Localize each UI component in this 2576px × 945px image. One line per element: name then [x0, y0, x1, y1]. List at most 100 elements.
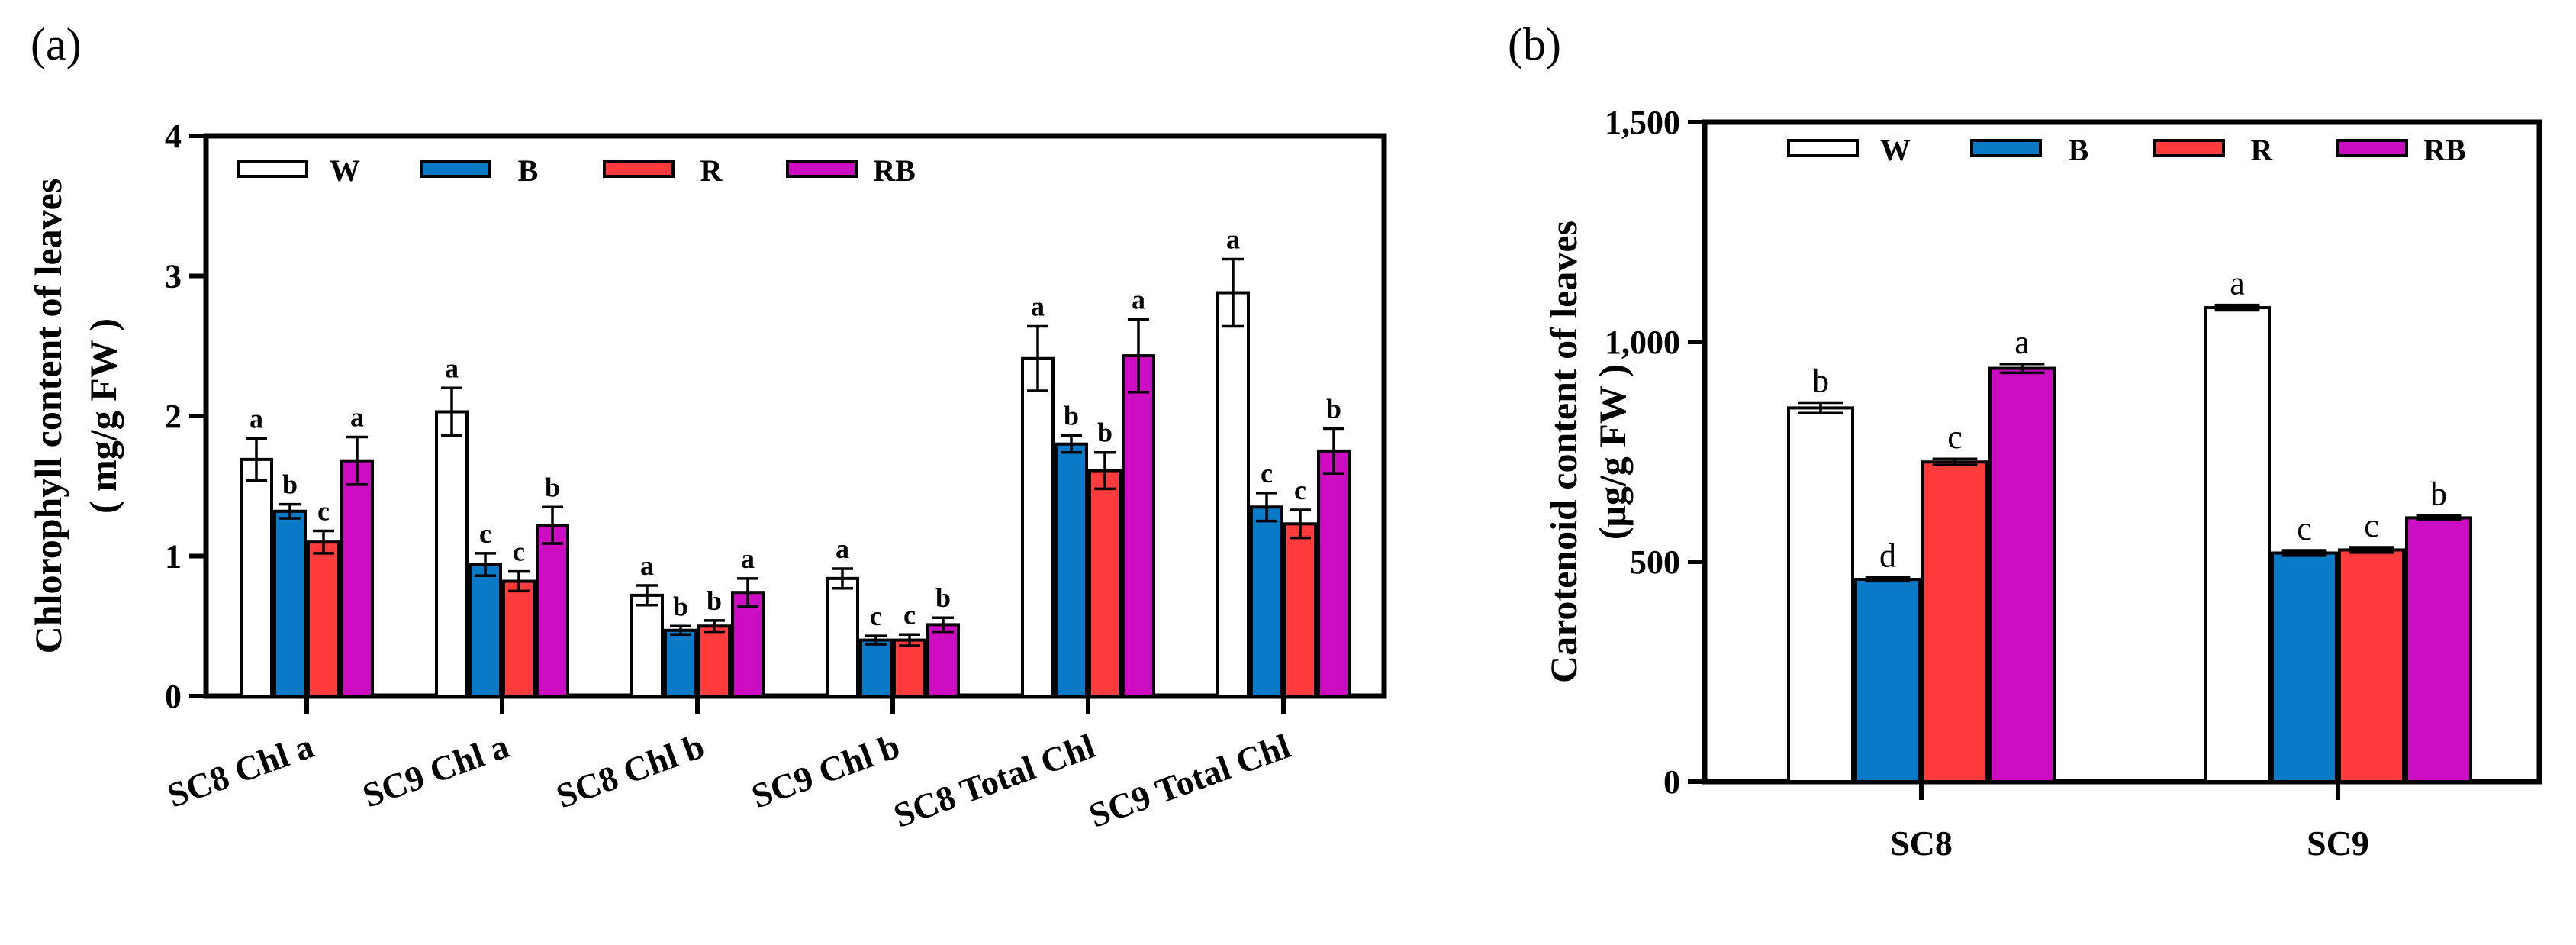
panel-b-legend-label-B: B — [2069, 133, 2089, 167]
panel-a-ylabel: Chlorophyll content of leaves — [27, 179, 69, 654]
panel-a-significance-letter: c — [1294, 475, 1306, 505]
panel-b-significance-letter: d — [1879, 537, 1896, 575]
panel-b-significance-letter: a — [2014, 324, 2030, 361]
panel-a-bar-B — [1055, 442, 1088, 698]
panel-b-legend-swatch-R — [2153, 139, 2225, 157]
panel-a-significance-letter: c — [870, 601, 882, 631]
panel-a-bar-W — [435, 410, 469, 698]
panel-a-bar-R — [893, 638, 926, 698]
panel-a-category-label: SC9 Chl a — [358, 726, 514, 814]
panel-a-significance-letter: a — [1226, 224, 1240, 254]
panel-a-ylabel-unit: ( mg/g FW ) — [82, 318, 124, 514]
panel-a-bar-W — [630, 593, 664, 698]
panel-b-ytick-label: 1,000 — [1605, 324, 1680, 361]
panel-a-significance-letter: a — [1031, 292, 1045, 322]
panel-a-significance-letter: a — [741, 543, 755, 574]
panel-a-legend-label-R: R — [700, 153, 723, 188]
panel-a-bar-RB — [731, 591, 765, 698]
panel-a-ytick-label: 0 — [165, 678, 182, 715]
panel-a-legend-swatch-B — [420, 160, 491, 178]
panel-a-significance-letter: b — [282, 469, 298, 500]
panel-a-legend-label-W: W — [330, 153, 360, 188]
panel-a-bar-RB — [1317, 449, 1351, 698]
panel-a-bar-W — [240, 457, 273, 698]
panel-a-bar-RB — [340, 459, 374, 698]
panel-b-significance-letter: c — [2364, 507, 2379, 544]
panel-a-significance-letter: b — [1326, 394, 1341, 424]
panel-a-legend-label-RB: RB — [873, 153, 916, 188]
panel-a-significance-letter: c — [317, 495, 330, 526]
panel-a-significance-letter: a — [1132, 284, 1145, 314]
panel-a-bar-B — [859, 638, 893, 698]
panel-a-legend-swatch-W — [237, 160, 308, 178]
panel-a-legend-label-B: B — [518, 153, 539, 188]
panel-a-plot-frame — [203, 133, 1387, 699]
panel-b-legend-swatch-RB — [2336, 139, 2408, 157]
panel-a-ytick-label: 2 — [165, 398, 182, 435]
panel-b-ytick-label: 0 — [1663, 763, 1680, 801]
panel-a-bar-R — [1283, 522, 1317, 698]
panel-a-category-label: SC8 Chl b — [551, 726, 709, 815]
panel-b-legend-swatch-W — [1787, 139, 1859, 157]
panel-a-bar-RB — [926, 623, 960, 698]
panel-a-bar-RB — [536, 524, 569, 698]
panel-b-significance-letter: a — [2230, 265, 2245, 302]
panel-b-significance-letter: c — [1947, 418, 1963, 456]
panel-a-significance-letter: a — [445, 353, 459, 383]
panel-a-ytick-label: 1 — [165, 538, 182, 576]
panel-b-bar-B — [1854, 578, 1921, 783]
panel-b-legend-label-R: R — [2251, 133, 2274, 167]
panel-b-bar-W — [1787, 406, 1854, 784]
panel-a-significance-letter: a — [640, 550, 654, 581]
panel-a-significance-letter: b — [545, 472, 560, 502]
panel-a-legend-swatch-RB — [786, 160, 858, 178]
panel-a-category-label: SC8 Total Chl — [889, 726, 1100, 834]
panel-a-significance-letter: b — [1097, 418, 1113, 448]
panel-a-significance-letter: b — [935, 582, 951, 613]
panel-a-significance-letter: b — [707, 585, 722, 616]
panel-a-significance-letter: a — [350, 402, 364, 433]
panel-b-ylabel-unit: (μg/g FW ) — [1591, 364, 1634, 540]
panel-b-category-label: SC9 — [2307, 824, 2369, 863]
panel-b-legend-label-RB: RB — [2423, 133, 2466, 167]
panel-a-significance-letter: a — [836, 534, 849, 564]
panel-a-category-label: SC8 Chl a — [163, 726, 319, 814]
panel-a-bar-RB — [1122, 354, 1155, 698]
panel-b-category-label: SC8 — [1890, 824, 1953, 863]
panel-b-significance-letter: b — [2430, 476, 2447, 513]
panel-a-category-label: SC9 Total Chl — [1084, 726, 1296, 834]
panel-a-bar-R — [697, 624, 731, 698]
panel-a-significance-letter: c — [903, 599, 916, 630]
panel-a-ytick-label: 4 — [165, 118, 182, 155]
panel-b-ytick-label: 1,500 — [1605, 104, 1680, 141]
panel-a-bar-R — [502, 579, 536, 698]
panel-b-ylabel: Carotenoid content of leaves — [1542, 221, 1585, 683]
panel-a-significance-letter: c — [1261, 458, 1273, 489]
panel-b-bar-W — [2204, 306, 2271, 783]
panel-b-bar-RB — [2405, 516, 2472, 784]
panel-b-ytick-label: 500 — [1630, 543, 1680, 581]
panel-a-ytick-label: 3 — [165, 258, 182, 295]
panel-a-legend-swatch-R — [603, 160, 675, 178]
panel-b-significance-letter: c — [2297, 510, 2312, 547]
panel-b-legend-swatch-B — [1970, 139, 2042, 157]
panel-b-bar-R — [2338, 548, 2405, 783]
panel-a-bar-B — [1250, 505, 1283, 698]
panel-a-bar-W — [1216, 291, 1250, 698]
panel-a-significance-letter: a — [250, 403, 263, 434]
panel-a-bar-B — [273, 509, 307, 698]
panel-a-bar-R — [307, 540, 340, 698]
panel-b-bar-B — [2271, 551, 2338, 783]
panel-a-label: (a) — [31, 19, 82, 69]
panel-a-bar-B — [469, 563, 502, 698]
panel-a-bar-W — [826, 576, 859, 698]
panel-a-bar-W — [1021, 356, 1055, 698]
panel-a-significance-letter: b — [673, 591, 688, 621]
panel-a-bar-B — [664, 628, 697, 698]
panel-b-bar-R — [1921, 460, 1988, 783]
panel-a-bar-R — [1088, 469, 1122, 698]
panel-a-significance-letter: b — [1064, 401, 1079, 431]
panel-a-significance-letter: c — [513, 537, 525, 567]
